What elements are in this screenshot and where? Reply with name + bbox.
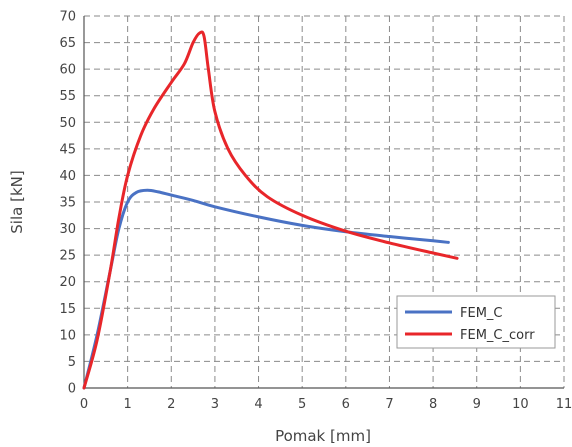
x-tick-label: 6 xyxy=(342,397,350,412)
y-tick-label: 55 xyxy=(59,89,76,104)
x-tick-label: 7 xyxy=(385,397,393,412)
legend-label-fem-c-corr: FEM_C_corr xyxy=(460,328,535,343)
y-tick-label: 60 xyxy=(59,63,76,78)
y-tick-label: 35 xyxy=(59,196,76,211)
y-tick-label: 40 xyxy=(59,169,76,184)
y-tick-label: 50 xyxy=(59,116,76,131)
axes xyxy=(83,16,564,389)
legend-box xyxy=(396,295,556,349)
x-tick-label: 2 xyxy=(167,397,175,412)
legend: FEM_C FEM_C_corr xyxy=(396,295,556,349)
y-tick-labels: 0 5 10 15 20 25 30 35 40 45 50 55 60 65 70 xyxy=(59,10,76,397)
legend-label-fem-c: FEM_C xyxy=(460,306,503,321)
y-axis-label: Sila [kN] xyxy=(8,170,26,233)
y-tick-label: 30 xyxy=(59,222,76,237)
y-tick-label: 10 xyxy=(59,328,76,343)
x-tick-label: 4 xyxy=(254,397,262,412)
y-tick-label: 65 xyxy=(59,36,76,51)
x-tick-label: 5 xyxy=(298,397,306,412)
x-tick-label: 1 xyxy=(123,397,131,412)
y-tick-label: 15 xyxy=(59,302,76,317)
x-axis-label: Pomak [mm] xyxy=(275,427,371,445)
series-lines xyxy=(82,30,459,390)
series-line-fem-c-corr xyxy=(82,30,459,390)
y-tick-label: 0 xyxy=(68,382,76,397)
x-tick-label: 8 xyxy=(429,397,437,412)
x-tick-label: 0 xyxy=(80,397,88,412)
x-tick-label: 9 xyxy=(473,397,481,412)
x-tick-label: 11 xyxy=(556,397,572,412)
y-tick-label: 45 xyxy=(59,142,76,157)
x-tick-labels: 0 1 2 3 4 5 6 7 8 9 10 11 xyxy=(80,397,572,412)
y-tick-label: 25 xyxy=(59,249,76,264)
y-tick-label: 5 xyxy=(68,355,76,370)
y-tick-label: 70 xyxy=(59,10,76,25)
x-tick-label: 10 xyxy=(512,397,529,412)
y-tick-label: 20 xyxy=(59,275,76,290)
x-tick-label: 3 xyxy=(211,397,219,412)
